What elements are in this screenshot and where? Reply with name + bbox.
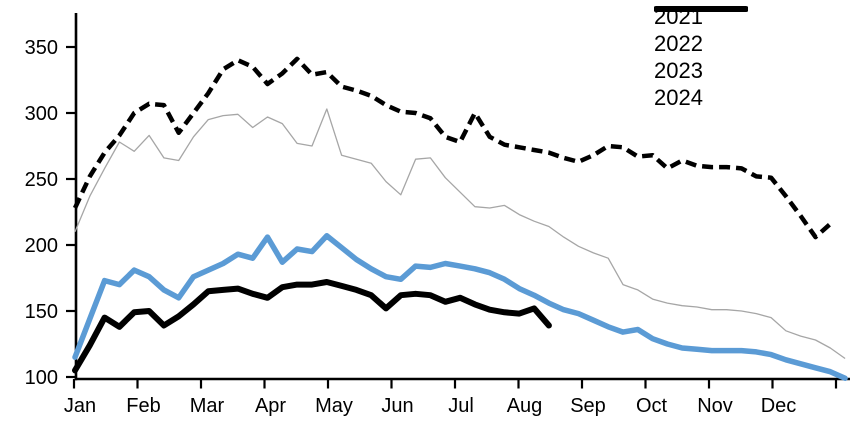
series-line-2022 <box>74 108 846 360</box>
series-line-2023 <box>72 233 848 382</box>
series-line-2024 <box>72 279 552 374</box>
x-tick-label-may: May <box>315 395 353 417</box>
series-line-2021 <box>72 56 832 240</box>
x-tick-label-aug: Aug <box>507 395 543 417</box>
y-tick-label-100: 100 <box>25 367 58 389</box>
thick-black-line-icon <box>654 6 748 12</box>
legend-item-2024: 2024 <box>654 6 748 111</box>
x-tick-label-oct: Oct <box>636 395 668 417</box>
y-tick-label-250: 250 <box>25 169 58 191</box>
x-tick-label-jul: Jul <box>448 395 474 417</box>
x-tick-label-dec: Dec <box>761 395 797 417</box>
y-tick-label-300: 300 <box>25 103 58 125</box>
x-tick-label-nov: Nov <box>697 395 733 417</box>
legend-item-2023: 2023 <box>654 6 748 84</box>
legend-label: 2024 <box>654 85 703 110</box>
legend: 2021 2022 2023 2024 <box>654 3 748 111</box>
x-tick-label-feb: Feb <box>126 395 160 417</box>
x-tick-label-apr: Apr <box>255 395 286 417</box>
x-tick-label-sep: Sep <box>570 395 606 417</box>
x-tick-label-mar: Mar <box>190 395 225 417</box>
x-tick-label-jan: Jan <box>64 395 96 417</box>
y-tick-label-150: 150 <box>25 301 58 323</box>
legend-label: 2023 <box>654 58 703 83</box>
y-tick-label-350: 350 <box>25 37 58 59</box>
x-tick-label-jun: Jun <box>381 395 413 417</box>
legend-label: 2022 <box>654 31 703 56</box>
legend-item-2022: 2022 <box>654 8 746 57</box>
y-tick-label-200: 200 <box>25 235 58 257</box>
